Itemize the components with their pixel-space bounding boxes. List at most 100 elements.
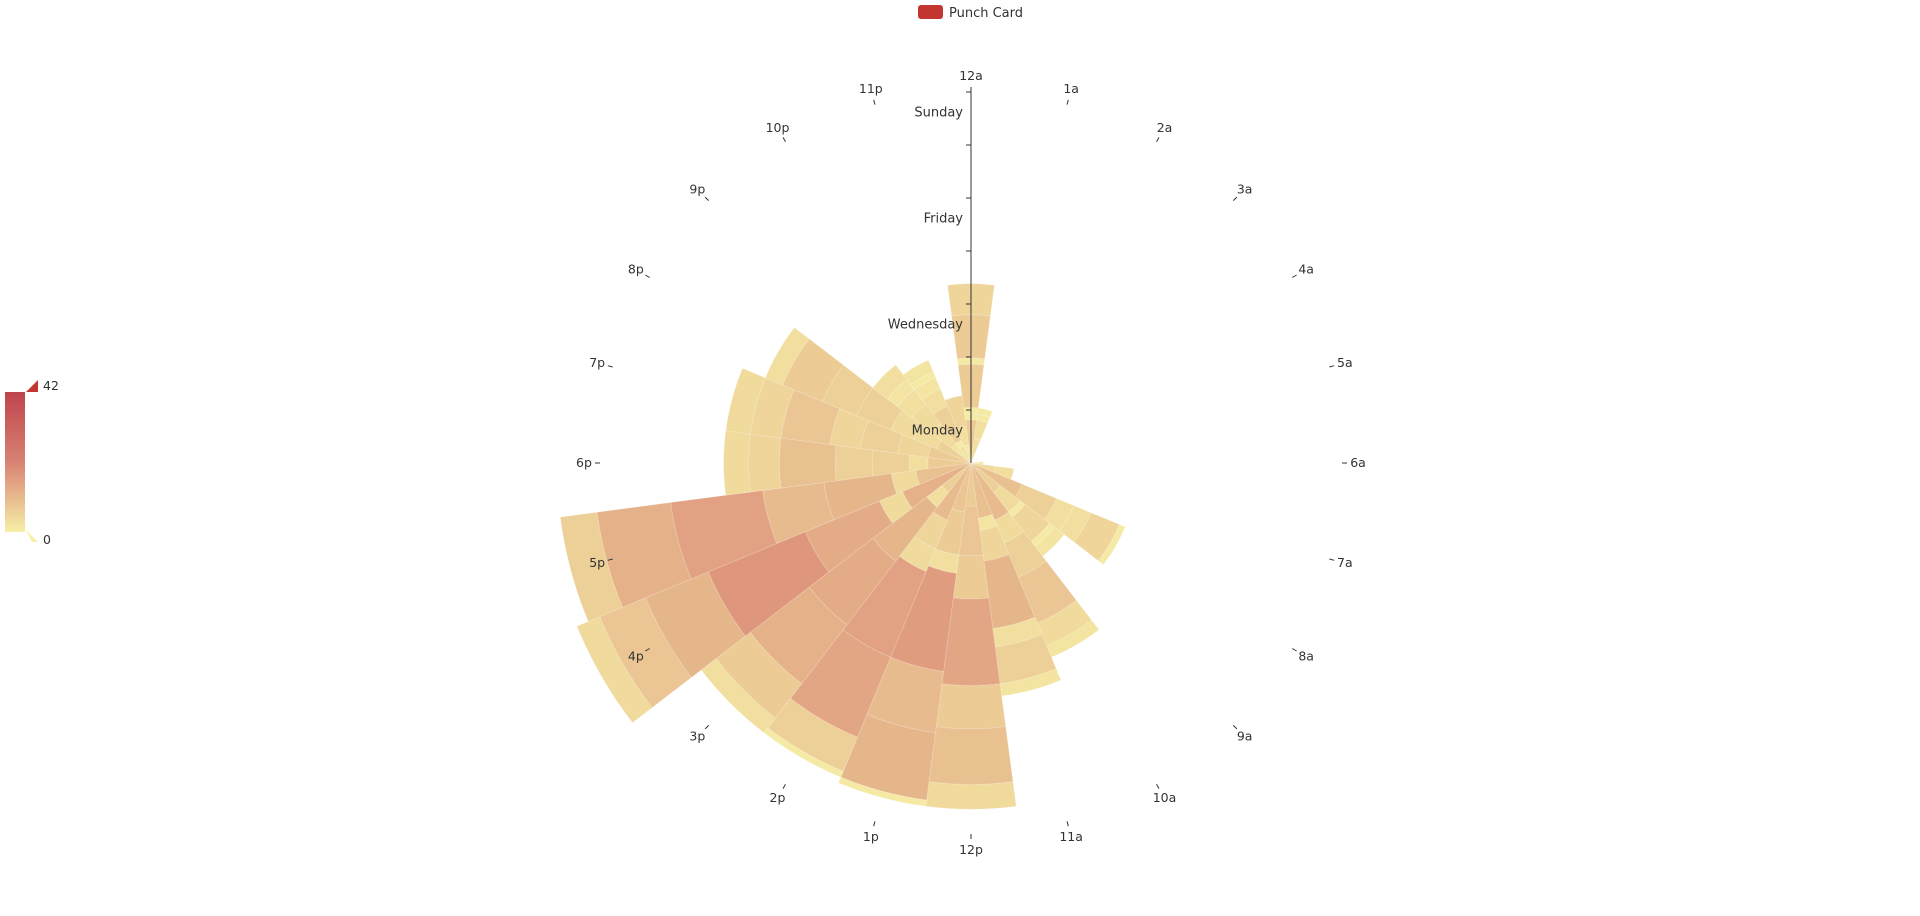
angle-axis-tick (1066, 99, 1069, 105)
angle-axis-tick (1066, 821, 1069, 827)
heatmap-cell[interactable] (952, 554, 990, 600)
angle-axis-tick (782, 784, 786, 789)
heatmap-cell[interactable] (1043, 497, 1075, 532)
visual-map-top-handle[interactable] (26, 380, 38, 392)
heatmap-cell[interactable] (670, 489, 778, 580)
heatmap-cell[interactable] (973, 419, 989, 441)
heatmap-cell[interactable] (576, 616, 653, 724)
hour-label: 10p (766, 120, 790, 135)
hour-label: 4p (628, 649, 644, 664)
heatmap-cell[interactable] (789, 629, 892, 738)
hour-label: 11p (859, 81, 883, 96)
hour-label: 7a (1337, 555, 1353, 570)
heatmap-cell[interactable] (970, 462, 1002, 494)
polar-axes: 12a 1a 2a 3a 4a 5a 6a 7a 8a 9a 10a 11a 12p 1p 2p 3p 4p 5p… (576, 68, 1366, 857)
angle-axis-tick (607, 365, 613, 368)
day-label: Friday (924, 212, 964, 227)
heatmap-cell[interactable] (700, 658, 776, 734)
heatmap-cell[interactable] (559, 511, 624, 623)
heatmap-cell[interactable] (935, 683, 1007, 730)
hour-label: 3p (689, 729, 705, 744)
hour-label: 4a (1298, 262, 1314, 277)
legend[interactable]: Punch Card (918, 5, 1023, 21)
hour-label: 12a (959, 68, 983, 83)
heatmap-cell[interactable] (878, 490, 913, 524)
hour-label: 5p (589, 555, 605, 570)
hour-label: 2a (1157, 120, 1173, 135)
heatmap-cell[interactable] (890, 409, 923, 440)
heatmap-cell[interactable] (889, 565, 958, 672)
heatmap-cell[interactable] (1073, 512, 1121, 562)
heatmap-cell[interactable] (993, 465, 1015, 481)
heatmap-cell[interactable] (725, 367, 766, 435)
heatmap-cell[interactable] (902, 359, 934, 386)
hour-label: 11a (1059, 829, 1083, 844)
day-label: Monday (912, 424, 964, 439)
heatmap-cells (559, 283, 1126, 810)
heatmap-cell[interactable] (921, 388, 948, 415)
angle-axis-tick (782, 137, 786, 142)
angle-axis-tick (1232, 724, 1238, 730)
heatmap-cell[interactable] (976, 460, 984, 466)
angle-axis-tick (873, 99, 876, 105)
hour-label: 8a (1298, 649, 1314, 664)
day-label: Wednesday (888, 318, 964, 333)
visual-map-bar[interactable] (5, 392, 25, 532)
hour-label: 5a (1337, 355, 1353, 370)
heatmap-cell[interactable] (944, 395, 967, 430)
angle-axis-tick (645, 648, 650, 652)
heatmap-cell[interactable] (764, 326, 810, 386)
angle-axis-tick (645, 274, 650, 278)
heatmap-cell[interactable] (925, 781, 1017, 810)
heatmap-cell[interactable] (872, 364, 908, 400)
angle-axis-tick (704, 196, 710, 202)
heatmap-cell[interactable] (747, 433, 782, 493)
heatmap-cell[interactable] (723, 430, 751, 496)
heatmap-cell[interactable] (976, 407, 993, 418)
heatmap-cell[interactable] (821, 364, 874, 417)
heatmap-cell[interactable] (778, 437, 837, 489)
angle-axis-tick (1292, 648, 1297, 652)
hour-label: 9a (1237, 729, 1253, 744)
hour-label: 6p (576, 455, 592, 470)
hour-label: 9p (689, 181, 705, 196)
legend-label[interactable]: Punch Card (949, 6, 1023, 21)
heatmap-cell[interactable] (834, 444, 874, 482)
hour-label: 10a (1153, 790, 1177, 805)
angle-axis-tick (1329, 365, 1335, 368)
angle-axis-tick (873, 821, 876, 827)
heatmap-cell[interactable] (1097, 523, 1126, 566)
heatmap-cell[interactable] (976, 413, 991, 424)
angle-axis-tick (1156, 784, 1160, 789)
day-label: Sunday (914, 106, 963, 121)
angle-axis-tick (1329, 558, 1335, 561)
heatmap-cell[interactable] (963, 444, 970, 453)
heatmap-cell[interactable] (596, 501, 692, 608)
heatmap-cell[interactable] (999, 668, 1062, 697)
hour-label: 1p (863, 829, 879, 844)
visual-map-bottom-handle[interactable] (26, 530, 38, 542)
hour-label: 3a (1237, 181, 1253, 196)
hour-label: 7p (589, 355, 605, 370)
heatmap-cell[interactable] (1034, 526, 1065, 557)
hour-label: 6a (1350, 455, 1366, 470)
hour-label: 2p (770, 790, 786, 805)
heatmap-cell[interactable] (970, 461, 978, 465)
angle-axis-tick (1232, 196, 1238, 202)
angle-axis-tick (1292, 274, 1297, 278)
hour-label: 12p (959, 842, 983, 857)
heatmap-cell[interactable] (951, 462, 972, 513)
heatmap-cell[interactable] (940, 462, 972, 494)
hour-label: 1a (1063, 81, 1079, 96)
heatmap-cell[interactable] (960, 452, 972, 464)
heatmap-cell[interactable] (958, 505, 984, 557)
legend-swatch[interactable] (918, 5, 943, 19)
visual-map-min-label: 0 (43, 532, 51, 547)
heatmap-cell[interactable] (842, 555, 927, 658)
heatmap-cell[interactable] (837, 776, 928, 807)
visual-map[interactable]: 42 0 (5, 378, 59, 547)
heatmap-cell[interactable] (910, 370, 937, 391)
visual-map-max-label: 42 (43, 378, 59, 393)
heatmap-cell[interactable] (928, 726, 1014, 786)
